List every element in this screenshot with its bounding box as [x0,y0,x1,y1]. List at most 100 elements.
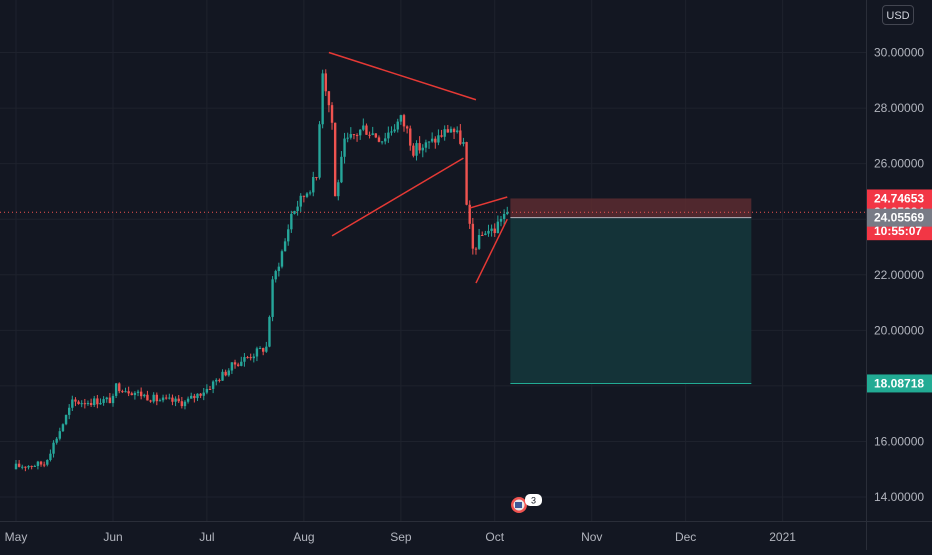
candle-body [424,142,428,148]
candle-body [155,394,159,402]
candle-body [377,137,381,142]
candle-body [340,156,343,183]
candle-body [352,134,356,136]
candle-body [211,381,215,389]
candle-body [127,391,130,394]
candle-body [174,398,177,402]
candle-body [89,403,93,406]
candle-body [236,364,240,366]
candle-body [315,176,318,178]
candle-body [355,135,359,137]
price-label-stop [867,189,932,208]
candle-body [52,442,55,454]
candle-body [49,453,52,460]
candle-body [333,122,337,197]
candle-body [224,371,227,376]
candle-body [96,398,99,405]
candle-body [99,402,102,405]
candle-body [30,465,33,467]
candle-body [111,395,115,404]
pattern-trendline [328,51,477,101]
pattern-trendline [469,196,508,209]
events-badge[interactable]: 3 [507,493,543,515]
price-tick-label: 20.00000 [874,323,924,337]
candle-body [46,459,49,465]
candle-body [171,397,174,402]
candle-body [105,397,108,400]
candle-body [136,391,140,393]
price-label-text-countdown: 10:55:07 [874,224,922,238]
candle-body [252,356,256,359]
candle-body [118,383,121,392]
candle-body [27,465,30,468]
candle-body [387,132,390,139]
candle-body [114,383,118,396]
candle-body [393,129,396,132]
candle-body [459,130,462,144]
take-profit-zone [510,217,752,384]
candle-body [199,393,202,396]
candle-body [430,138,434,142]
candle-body [190,395,193,399]
candle-body [280,251,284,267]
candle-body [80,403,83,405]
candle-body [258,348,262,350]
candle-body [261,348,265,352]
candle-body [481,234,484,236]
candle-body [418,143,421,151]
candle-body [193,395,196,399]
candle-body [143,394,146,397]
time-tick-label: May [5,530,28,544]
candle-body [177,398,180,402]
candle-body [484,233,487,236]
candle-body [186,398,190,402]
price-tick-label: 16.00000 [874,434,924,448]
candle-body [396,121,399,130]
candle-body [490,228,493,231]
candle-body [17,463,21,467]
candle-body [380,141,384,143]
candle-body [21,466,24,468]
candle-body [233,362,237,365]
candle-body [271,279,274,317]
candle-body [299,195,302,207]
candle-body [343,138,346,157]
candle-body [296,206,299,212]
candle-body [449,128,453,133]
candle-body [74,399,77,402]
candle-body [465,142,468,205]
candle-body [455,130,459,133]
time-tick-label: Aug [293,530,314,544]
price-tick-label: 14.00000 [874,490,924,504]
candle-body [487,230,490,234]
currency-button[interactable]: USD [882,5,914,25]
price-label-entry [867,208,932,227]
candle-body [502,213,506,219]
candle-body [67,407,71,415]
candle-body [36,461,40,466]
candle-body [64,414,68,425]
candle-body [205,388,209,393]
candle-body [471,223,475,249]
candle-body [208,388,212,390]
candle-body [287,229,290,242]
candle-body [305,193,309,197]
candle-body [443,129,446,137]
candle-body [434,138,437,143]
candle-body [24,466,27,468]
candle-body [240,361,243,366]
candle-body [246,357,249,359]
price-label-text-stop: 24.74653 [874,191,924,205]
price-label-countdown [867,222,932,241]
candle-body [365,125,368,135]
candle-body [446,129,450,133]
candle-body [506,212,509,214]
candle-body [427,141,431,143]
candle-body [164,397,168,399]
price-label-target [867,374,932,393]
candle-body [277,266,281,272]
candle-body [399,115,403,122]
candle-body [318,124,321,178]
